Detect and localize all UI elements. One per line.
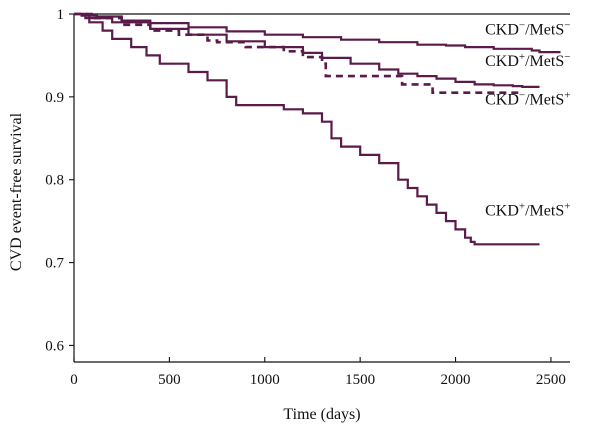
y-tick-label: 0.7	[45, 256, 64, 272]
x-tick-label: 1000	[250, 372, 280, 388]
series-labels: CKD−/MetS− CKD+/MetS− CKD−/MetS+ CKD+/MetS+	[485, 20, 570, 220]
series-label-3: CKD−/MetS+	[485, 89, 570, 108]
series-line-4	[74, 12, 540, 246]
ticks: 0 500 1000 1500 2000 2500 0.6 0.7 0.8 0.9 1	[45, 7, 566, 388]
x-tick-label: 2000	[441, 372, 471, 388]
y-axis-title: CVD event-free survival	[8, 112, 25, 271]
y-tick-label: 0.6	[45, 338, 64, 354]
series-lines	[74, 12, 561, 246]
y-tick-label: 0.8	[45, 173, 64, 189]
x-tick-label: 1500	[345, 372, 375, 388]
series-line-2	[74, 12, 540, 88]
x-tick-label: 500	[158, 372, 181, 388]
x-axis-title: Time (days)	[283, 406, 360, 423]
y-tick-label: 1	[57, 7, 65, 23]
x-tick-label: 0	[70, 372, 78, 388]
series-label-1: CKD−/MetS−	[485, 20, 570, 39]
series-label-2: CKD+/MetS−	[485, 51, 570, 70]
series-label-4: CKD+/MetS+	[485, 200, 570, 219]
series-line-3	[74, 12, 523, 94]
x-tick-label: 2500	[536, 372, 566, 388]
y-tick-label: 0.9	[45, 90, 64, 106]
axes	[73, 13, 570, 363]
